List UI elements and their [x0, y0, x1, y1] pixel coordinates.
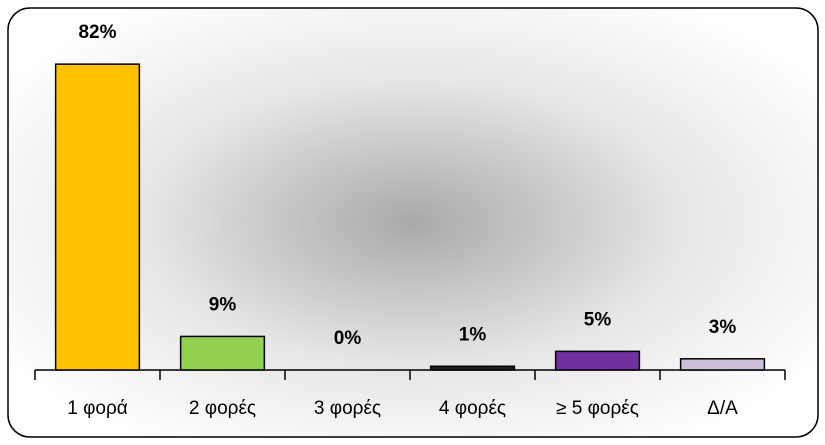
bar — [429, 365, 516, 371]
data-label: 0% — [334, 328, 362, 349]
data-label: 3% — [709, 317, 737, 338]
chart-frame — [7, 7, 819, 438]
data-label: 9% — [209, 294, 237, 315]
x-tick-label: 2 φορές — [189, 398, 256, 419]
data-label: 5% — [584, 309, 612, 330]
x-tick-label: ≥ 5 φορές — [556, 398, 639, 419]
x-tick-label: 4 φορές — [439, 398, 506, 419]
data-label: 82% — [78, 22, 116, 43]
bar — [179, 335, 266, 371]
x-tick-label: Δ/Α — [707, 398, 738, 419]
bar — [679, 358, 766, 371]
bar — [54, 63, 141, 371]
x-tick-label: 1 φορά — [67, 398, 128, 419]
data-label: 1% — [459, 324, 487, 345]
bar — [554, 350, 641, 371]
x-tick-label: 3 φορές — [314, 398, 381, 419]
